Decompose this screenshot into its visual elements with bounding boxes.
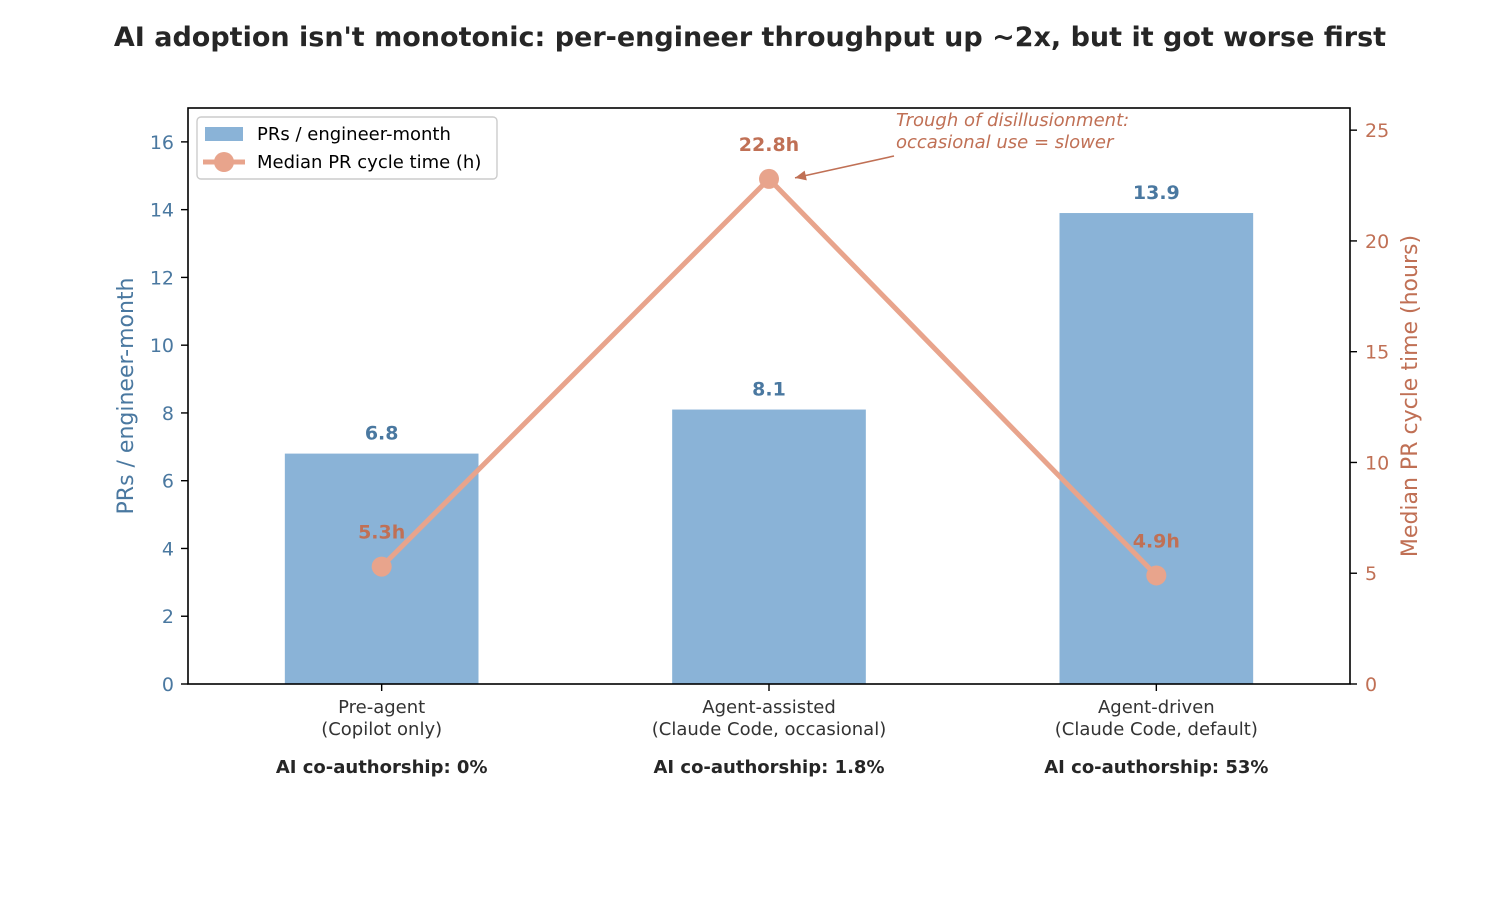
x-tick-label: Pre-agent (338, 697, 425, 718)
co-authorship-label: AI co-authorship: 1.8% (654, 757, 885, 778)
y2-tick-label: 25 (1365, 120, 1389, 142)
x-tick-label: (Claude Code, occasional) (652, 719, 886, 740)
y-tick-label: 16 (150, 132, 174, 154)
cycle-time-point (371, 556, 392, 577)
y2-tick-label: 5 (1365, 563, 1377, 585)
line-layer (371, 168, 1167, 586)
bar (1059, 213, 1254, 685)
line-value-label: 4.9h (1133, 530, 1180, 552)
y2-tick-label: 0 (1365, 674, 1377, 696)
line-value-label: 5.3h (358, 522, 405, 544)
legend-label-bars: PRs / engineer-month (257, 124, 451, 145)
chart-title: AI adoption isn't monotonic: per-enginee… (113, 22, 1387, 53)
y-tick-label: 4 (162, 538, 174, 560)
y-tick-label: 8 (162, 403, 174, 425)
y2-axis-label: Median PR cycle time (hours) (1398, 235, 1423, 557)
y-tick-label: 2 (162, 606, 174, 628)
x-tick-label: Agent-assisted (702, 697, 836, 718)
legend-swatch-marker (214, 152, 234, 172)
axes-layer: 0 2 4 6 8 10 12 14 16 0 5 10 15 20 25 Pre-agent(Copilot… (114, 107, 1423, 778)
x-tick-label: Agent-driven (1098, 697, 1215, 718)
bar-value-label: 13.9 (1133, 182, 1180, 204)
x-tick-label: (Copilot only) (321, 719, 442, 740)
legend-label-line: Median PR cycle time (h) (257, 152, 481, 173)
bars-layer (284, 213, 1254, 685)
y-axis-label: PRs / engineer-month (114, 278, 139, 515)
y-tick-label: 10 (150, 335, 174, 357)
co-authorship-label: AI co-authorship: 53% (1044, 757, 1268, 778)
y2-tick-label: 10 (1365, 452, 1389, 474)
y-tick-label: 14 (150, 200, 174, 222)
cycle-time-point (1146, 565, 1167, 586)
annotation-arrow (794, 155, 895, 179)
bar-value-label: 8.1 (752, 379, 786, 401)
annotation-text: Trough of disillusionment: (896, 110, 1129, 131)
x-tick-label: (Claude Code, default) (1055, 719, 1258, 740)
bar-value-label: 6.8 (365, 423, 399, 445)
legend-box (196, 116, 498, 180)
annotation-arrowhead (795, 170, 807, 181)
y-tick-label: 0 (162, 674, 174, 696)
legend: PRs / engineer-month Median PR cycle time… (196, 116, 498, 180)
bar (672, 409, 866, 684)
y2-tick-label: 20 (1365, 231, 1389, 253)
legend-swatch-bars (205, 127, 243, 141)
line-value-label: 22.8h (739, 134, 799, 156)
labels-layer: 6.8 8.1 13.9 5.3h 22.8h 4.9h (358, 134, 1180, 553)
annotation-layer: Trough of disillusionment:occasional use… (794, 110, 1129, 181)
y-tick-label: 6 (162, 471, 174, 493)
y2-tick-label: 15 (1365, 342, 1389, 364)
annotation-text: occasional use = slower (896, 132, 1115, 153)
co-authorship-label: AI co-authorship: 0% (276, 757, 488, 778)
cycle-time-point (759, 168, 779, 189)
y-tick-label: 12 (150, 267, 174, 289)
